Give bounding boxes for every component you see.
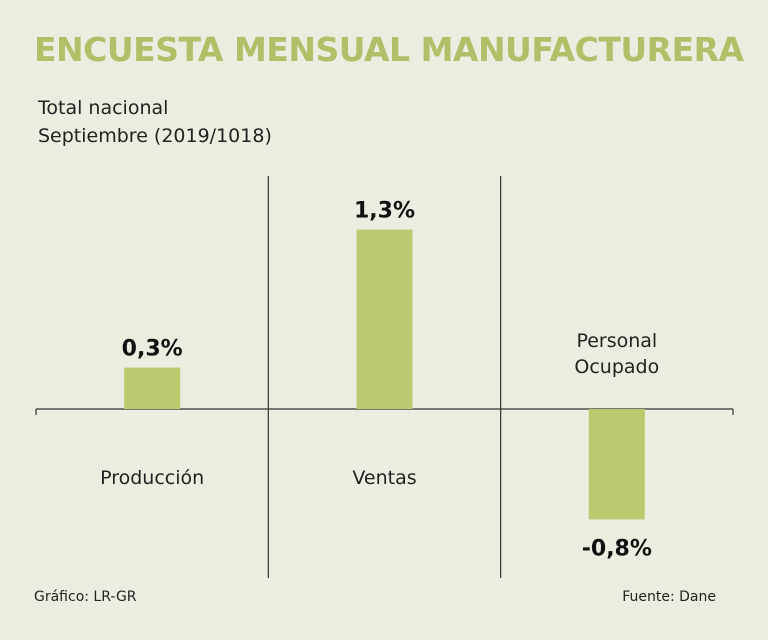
bar-3 [588,409,645,520]
category-label: Ocupado [574,356,659,378]
subtitle-line-1: Total nacional [38,97,169,119]
chart-subtitle: Total nacional Septiembre (2019/1018) [38,94,272,150]
category-label: Producción [100,467,204,489]
credit-label: Gráfico: LR-GR [34,589,137,605]
source-label: Fuente: Dane [622,589,716,605]
data-label: -0,8% [582,536,652,561]
subtitle-line-2: Septiembre (2019/1018) [38,125,272,147]
data-label: 1,3% [354,199,415,224]
bar-2 [356,229,413,409]
category-label: Ventas [352,467,416,489]
chart-title: ENCUESTA MENSUAL MANUFACTURERA [34,30,744,69]
data-label: 0,3% [122,337,183,362]
category-label: Personal [576,330,657,352]
bar-1 [124,367,181,409]
